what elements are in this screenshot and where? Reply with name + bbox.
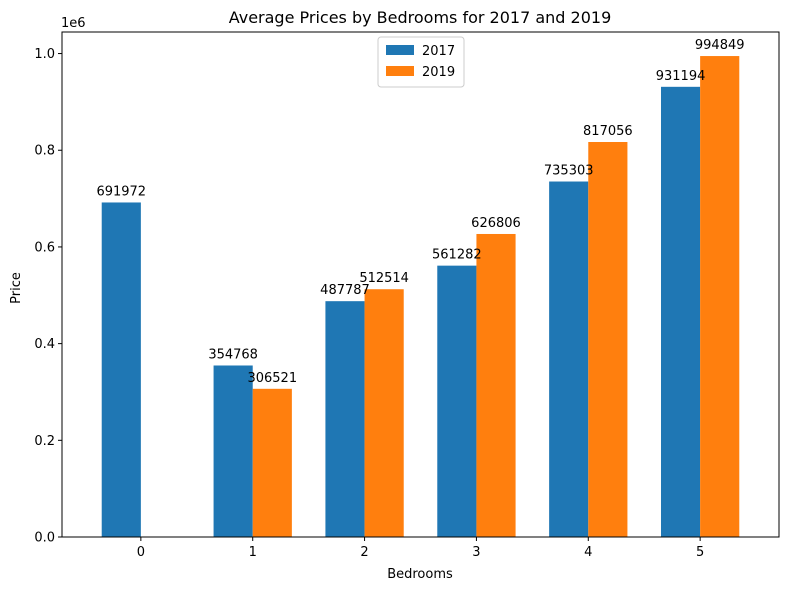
- x-tick-label: 5: [696, 545, 704, 560]
- data-label-2017-2: 487787: [320, 283, 370, 298]
- data-label-2019-1: 306521: [247, 371, 297, 386]
- legend-swatch-2017: [386, 45, 414, 55]
- bar-2019-1: [252, 388, 292, 537]
- data-label-2017-5: 931194: [656, 69, 706, 84]
- x-tick-label: 3: [472, 545, 480, 560]
- bar-2017-1: [213, 365, 253, 537]
- data-label-2017-4: 735303: [544, 164, 594, 179]
- bars-layer: [101, 56, 740, 538]
- data-label-2019-5: 994849: [695, 38, 745, 53]
- y-axis-label: Price: [9, 272, 24, 304]
- legend-label-2019: 2019: [422, 65, 455, 80]
- x-tick-label: 0: [137, 545, 145, 560]
- bar-2017-4: [549, 181, 589, 537]
- legend: 2017 2019: [377, 36, 465, 88]
- bar-2017-3: [437, 265, 477, 537]
- x-axis-label: Bedrooms: [387, 567, 453, 582]
- data-labels-layer: 691972 354768 487787 561282 735303 931194 3065…: [96, 38, 744, 386]
- data-label-2017-0: 691972: [96, 184, 146, 199]
- data-label-2019-3: 626806: [471, 216, 521, 231]
- bar-2017-0: [101, 202, 141, 537]
- bar-2019-2: [364, 289, 404, 537]
- x-tick-label: 2: [360, 545, 368, 560]
- data-label-2017-1: 354768: [208, 347, 258, 362]
- data-label-2019-4: 817056: [583, 124, 633, 139]
- legend-swatch-2019: [386, 66, 414, 76]
- y-tick-label: 0.2: [34, 434, 55, 449]
- data-label-2019-2: 512514: [359, 271, 409, 286]
- bar-2017-5: [660, 86, 701, 537]
- x-tick-label: 1: [249, 545, 257, 560]
- plot-frame: [61, 31, 780, 538]
- y-tick-label: 0.6: [34, 240, 55, 255]
- bar-2019-5: [700, 56, 740, 538]
- y-tick-label: 0.8: [34, 144, 55, 159]
- y-tick-label: 0.0: [34, 531, 55, 546]
- bar-2019-4: [588, 142, 628, 537]
- y-tick-label: 1.0: [34, 47, 55, 62]
- axes-layer: 0.0 0.2 0.4 0.6 0.8 1.0 0 1 2 3 4 5: [34, 31, 780, 560]
- y-scale-label: 1e6: [61, 16, 86, 31]
- chart-title: Average Prices by Bedrooms for 2017 and …: [229, 8, 612, 27]
- bar-2019-3: [476, 233, 516, 538]
- bar-2017-2: [325, 301, 365, 537]
- x-tick-label: 4: [584, 545, 592, 560]
- legend-label-2017: 2017: [422, 44, 455, 59]
- y-tick-label: 0.4: [34, 337, 55, 352]
- data-label-2017-3: 561282: [432, 248, 482, 263]
